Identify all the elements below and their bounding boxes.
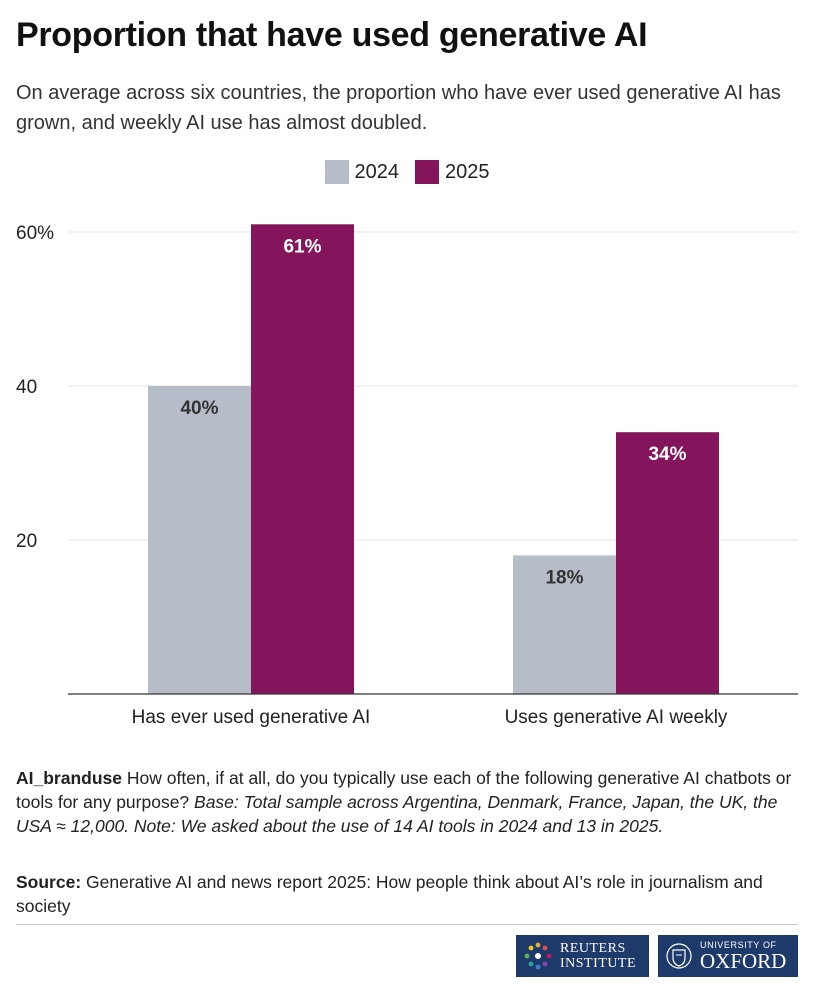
chart-subtitle: On average across six countries, the pro… [16,82,781,134]
bar-2025-1[interactable] [251,224,354,695]
x-category-label-2: Uses generative AI weekly [505,707,728,728]
y-tick-label-20: 20 [16,531,37,552]
bar-chart: 20 40 60% 40% 61% Has ever used generative AI… [16,223,798,728]
reuters-institute-logo[interactable]: REUTERS INSTITUTE [516,935,649,977]
data-label-2025-2: 34% [648,444,686,465]
reuters-line2: INSTITUTE [560,956,637,971]
note-base: Base: Total sample across Argentina, Den… [16,792,778,836]
legend-label-2024: 2024 [354,160,400,183]
y-tick-label-40: 40 [16,377,37,398]
y-tick-label-60: 60% [16,223,54,244]
bar-2024-2[interactable] [513,555,616,694]
source-text: Generative AI and news report 2025: How … [16,872,763,916]
legend: 2024 2025 [0,160,814,184]
note-question: How often, if at all, do you typically u… [16,768,792,812]
source-label: Source: [16,872,82,892]
methodology-note: AI_branduse How often, if at all, do you… [16,766,802,838]
legend-swatch-2024 [324,160,349,184]
legend-label-2025: 2025 [445,160,490,183]
source-note: Source: Generative AI and news report 20… [16,870,802,918]
oxford-crest-icon [666,943,692,969]
footer-divider [16,924,798,925]
data-label-2024-1: 40% [180,398,218,419]
note-code: AI_branduse [16,768,122,788]
reuters-dots-icon [524,942,552,970]
bar-2024-1[interactable] [148,386,251,694]
oxford-line2: OXFORD [700,949,787,973]
legend-swatch-2025 [415,160,439,184]
chart-title: Proportion that have used generative AI [16,16,648,54]
legend-item-2025[interactable]: 2025 [415,160,490,184]
oxford-university-logo[interactable]: UNIVERSITY OF OXFORD [658,935,798,977]
legend-item-2024[interactable]: 2024 [324,160,400,184]
bar-2025-2[interactable] [616,432,719,694]
data-label-2025-1: 61% [283,236,321,257]
x-category-label-1: Has ever used generative AI [132,707,371,728]
data-label-2024-2: 18% [545,567,583,588]
reuters-line1: REUTERS [560,941,626,956]
oxford-line1: UNIVERSITY OF [700,940,777,950]
